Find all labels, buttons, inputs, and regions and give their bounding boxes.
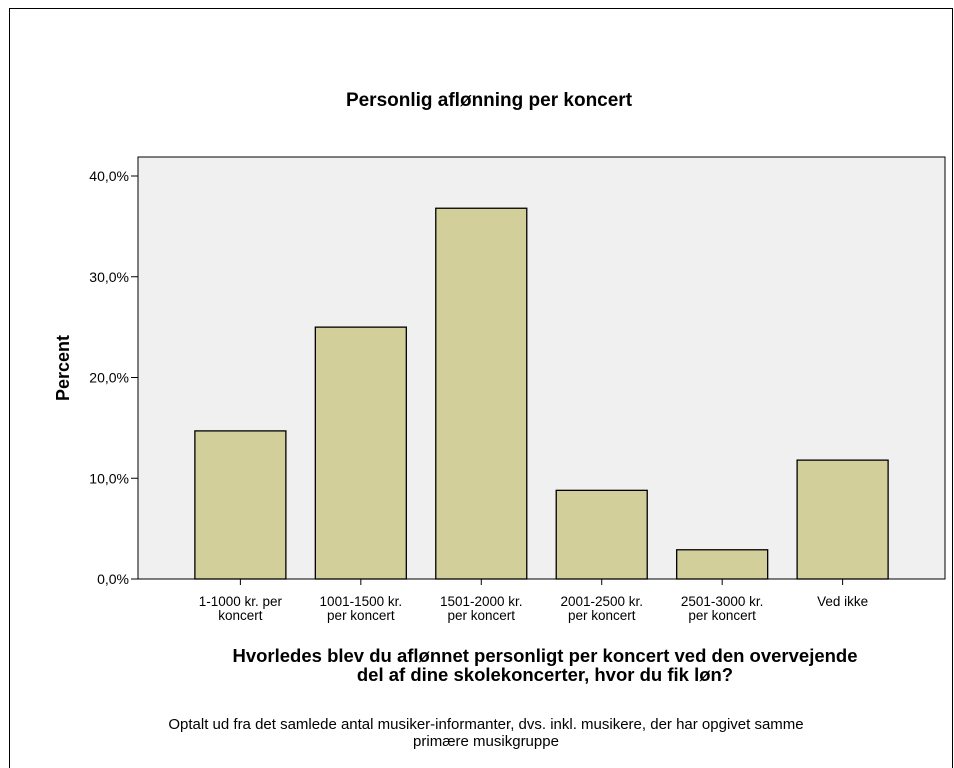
y-axis-label: Percent [53, 335, 73, 401]
y-tick-label: 0,0% [97, 571, 129, 587]
y-tick-label: 40,0% [89, 168, 129, 184]
x-tick-label: Ved ikke [817, 594, 868, 609]
x-tick-label: 1501-2000 kr. [440, 594, 523, 609]
footnote-line: primære musikgruppe [413, 733, 559, 750]
x-tick-label: per koncert [448, 608, 516, 623]
x-axis-label: Hvorledes blev du aflønnet personligt pe… [232, 645, 857, 685]
x-tick-label: koncert [218, 608, 263, 623]
bar [676, 549, 769, 580]
x-tick-label: 2501-3000 kr. [681, 594, 764, 609]
x-tick-label: 2001-2500 kr. [560, 594, 643, 609]
bar [796, 459, 889, 580]
x-axis-label-line: del af dine skolekoncerter, hvor du fik … [357, 664, 733, 685]
bar [314, 326, 407, 580]
x-tick-label: 1001-1500 kr. [320, 594, 403, 609]
bar [435, 207, 528, 580]
footnote-line: Optalt ud fra det samlede antal musiker-… [168, 716, 803, 733]
x-tick-label: per koncert [688, 608, 756, 623]
x-tick-label: 1-1000 kr. per [199, 594, 283, 609]
x-tick-label: per koncert [327, 608, 395, 623]
x-axis-label-line: Hvorledes blev du aflønnet personligt pe… [232, 645, 857, 666]
bars-group [194, 207, 889, 580]
y-axis: 0,0% 10,0% 20,0% 30,0% 40,0% [89, 168, 138, 587]
bar [555, 489, 648, 580]
footnote: Optalt ud fra det samlede antal musiker-… [168, 716, 803, 750]
chart-title: Personlig aflønning per koncert [346, 90, 633, 111]
y-tick-label: 20,0% [89, 370, 129, 386]
chart-frame [9, 8, 953, 768]
x-tick-label: per koncert [568, 608, 636, 623]
y-tick-label: 30,0% [89, 269, 129, 285]
bar [194, 430, 287, 580]
y-tick-label: 10,0% [89, 470, 129, 486]
